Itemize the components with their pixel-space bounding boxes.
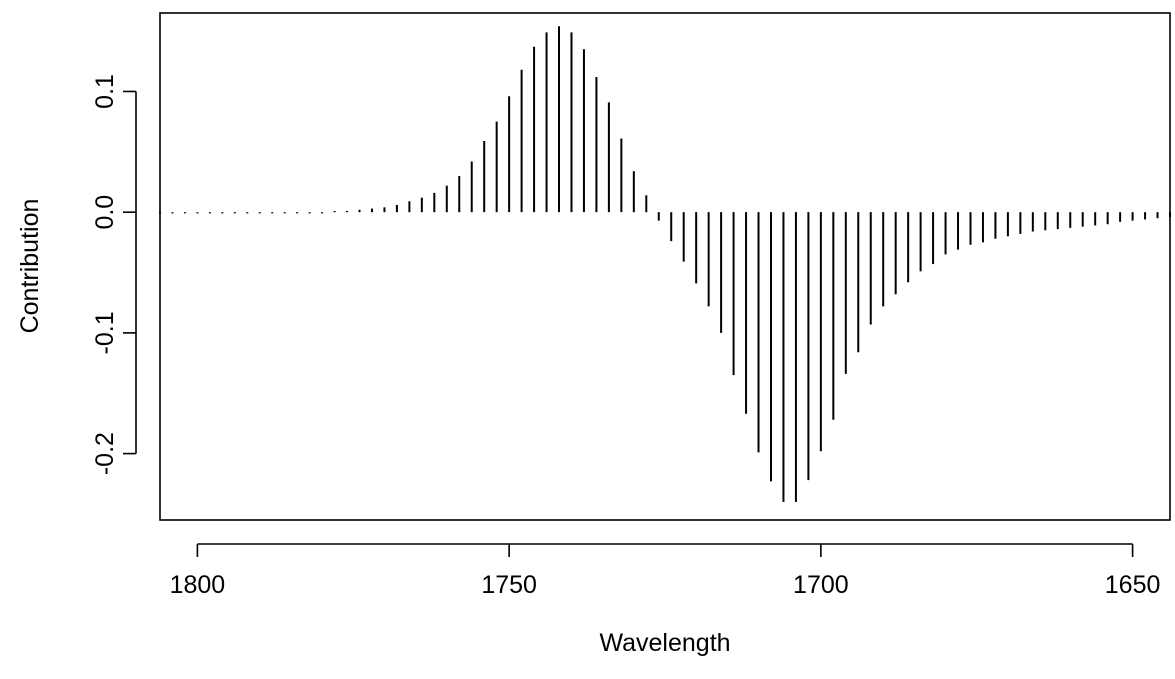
x-tick-label-1650: 1650	[1105, 571, 1161, 599]
x-tick-label-1700: 1700	[793, 571, 849, 599]
y-tick-label--0.2: -0.2	[91, 432, 119, 475]
bars-group	[159, 26, 1171, 502]
x-axis-label: Wavelength	[599, 629, 730, 657]
y-tick-label-0: 0.0	[91, 195, 119, 230]
plot-frame	[159, 12, 1171, 521]
x-axis: 1800 1750 1700 1650	[170, 543, 1161, 599]
x-tick-label-1800: 1800	[170, 571, 226, 599]
x-tick-label-1750: 1750	[481, 571, 537, 599]
y-tick-label-0.1: 0.1	[91, 74, 119, 109]
y-axis-label: Contribution	[16, 199, 44, 334]
y-tick-label--0.1: -0.1	[91, 311, 119, 354]
y-axis: -0.2 -0.1 0.0 0.1	[91, 74, 137, 475]
